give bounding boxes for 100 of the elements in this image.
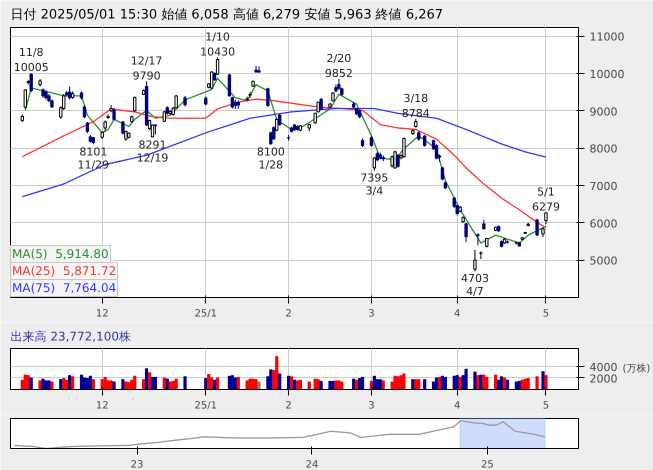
bar (257, 381, 261, 390)
bar (275, 356, 278, 390)
x-tick-label: 5 (542, 308, 550, 320)
bar (473, 372, 477, 390)
candlestick (210, 70, 214, 90)
bar (166, 378, 169, 390)
bar (502, 377, 506, 390)
y-tick-label: 6000 (590, 217, 618, 230)
candlestick (82, 104, 86, 119)
chart-title: 出来高 23,772,100株 (10, 330, 132, 344)
bar (234, 377, 237, 390)
candlestick (112, 107, 116, 121)
candlestick (319, 98, 323, 111)
bar (80, 374, 84, 390)
candlestick (535, 218, 539, 236)
annotation: 7395 3/4 (360, 172, 388, 198)
annotation: 8291 12/19 (136, 138, 168, 164)
bar (432, 381, 436, 390)
bar (290, 376, 294, 390)
candlestick (390, 155, 394, 168)
bar (62, 378, 66, 390)
x-tick-label: 12 (96, 400, 109, 412)
x-tick-label: 3 (368, 400, 375, 412)
bar (485, 376, 488, 390)
candlestick (124, 130, 128, 142)
candlestick (154, 124, 158, 135)
bar (269, 369, 272, 390)
bar (464, 368, 468, 390)
candlestick (121, 120, 125, 135)
text: MA(75) 7,764.04 (12, 281, 116, 295)
bar (236, 376, 240, 390)
annotation: 5/1 6279 (532, 185, 560, 214)
bar (210, 377, 214, 390)
bar (494, 374, 498, 390)
y-tick-label: 10000 (590, 68, 624, 81)
bar (340, 381, 344, 390)
bar (476, 375, 480, 390)
bar (144, 368, 148, 390)
bar (360, 376, 364, 390)
candlestick (44, 90, 48, 100)
bar (216, 377, 220, 390)
annotation: 2/20 9852 (324, 52, 353, 80)
bar (68, 375, 72, 390)
candlestick (30, 72, 33, 93)
x-tick-label: 23 (130, 460, 144, 470)
candlestick (372, 156, 376, 172)
candlestick (162, 110, 166, 122)
bar (358, 378, 362, 390)
candlestick (133, 96, 136, 112)
bar (41, 378, 45, 390)
bar (142, 379, 146, 390)
candlestick (417, 130, 420, 142)
x-tick-label: 2 (285, 400, 292, 412)
bar (59, 379, 62, 390)
bar (331, 380, 335, 390)
bar (320, 380, 323, 390)
x-tick-label: 3 (368, 308, 375, 320)
candlestick (183, 95, 187, 107)
bar (423, 379, 426, 390)
bar (440, 376, 444, 390)
annotation: 11/8 10005 (14, 46, 49, 74)
bar (328, 380, 332, 390)
x-tick-label: 4 (454, 308, 460, 320)
bar (316, 379, 320, 390)
bar (162, 377, 166, 390)
candlestick (370, 136, 374, 148)
bar (148, 372, 152, 390)
candlestick (393, 150, 397, 170)
candlestick (272, 126, 276, 140)
y-tick-label: 8000 (590, 142, 618, 156)
bar (133, 376, 136, 390)
candlestick (266, 87, 270, 108)
chart-title: 日付 2025/05/01 15:30 始値 6,058 高値 6,279 安値 5,963 終値 6,267 (10, 6, 444, 22)
candlestick (68, 86, 72, 100)
candlestick (476, 232, 480, 246)
y-tick-label: 9000 (590, 105, 618, 118)
candlestick (234, 99, 238, 110)
text: MA(5) 5,914.80 (12, 247, 109, 261)
candlestick (216, 56, 220, 76)
bar (104, 376, 107, 390)
y-tick-label: 2000 (590, 372, 618, 386)
candlestick (434, 144, 438, 160)
candlestick (278, 113, 282, 126)
bar (30, 377, 33, 390)
bar (456, 375, 459, 390)
bar (24, 374, 27, 390)
bar (168, 381, 172, 390)
candlestick (464, 222, 468, 243)
x-tick-label: 4 (454, 400, 460, 412)
bar (526, 378, 530, 390)
bar (228, 376, 232, 390)
candlestick (275, 118, 278, 132)
candlestick (41, 88, 45, 98)
candlestick (150, 124, 154, 138)
bar (50, 381, 54, 390)
x-tick-label: 25 (481, 460, 494, 470)
bar (314, 378, 317, 390)
bar (438, 376, 442, 390)
annotation: 12/17 9790 (130, 54, 162, 82)
candlestick (485, 237, 488, 248)
